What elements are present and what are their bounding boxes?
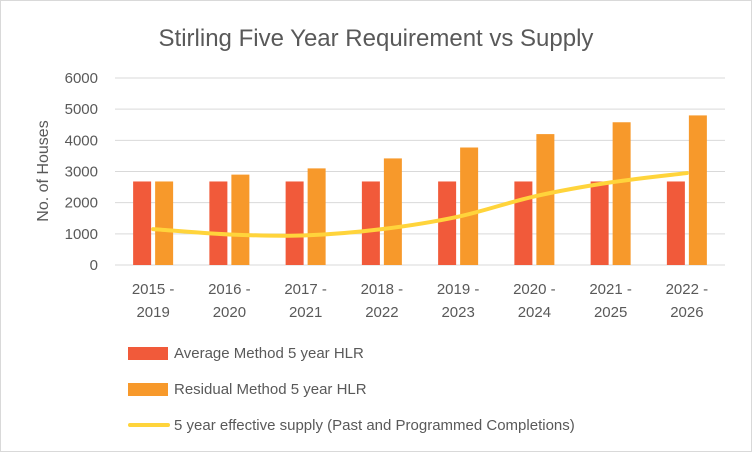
x-tick-label: 2017 - [284, 281, 327, 298]
y-tick-label: 3000 [65, 164, 98, 181]
x-tick-label: 2020 [213, 304, 246, 321]
x-tick-label: 2022 [365, 304, 398, 321]
bars [133, 115, 707, 266]
y-tick-label: 2000 [65, 195, 98, 212]
y-tick-label: 0 [90, 257, 98, 274]
bar-series-1-4 [460, 147, 479, 265]
y-tick-label: 1000 [65, 226, 98, 243]
x-tick-label: 2019 - [437, 281, 480, 298]
x-tick-label: 2021 - [589, 281, 632, 298]
y-tick-label: 4000 [65, 132, 98, 149]
bar-series-1-6 [612, 122, 631, 265]
x-tick-label: 2020 - [513, 281, 556, 298]
bar-series-0-3 [361, 181, 380, 265]
x-tick-label: 2018 - [361, 281, 404, 298]
bar-series-1-1 [231, 174, 250, 265]
legend-swatch-1 [128, 383, 168, 396]
y-tick-label: 5000 [65, 101, 98, 118]
legend-label-1: Residual Method 5 year HLR [174, 381, 367, 398]
bar-series-1-7 [688, 115, 707, 266]
x-tick-label: 2015 - [132, 281, 175, 298]
bar-series-1-3 [383, 158, 402, 265]
bar-series-1-5 [536, 134, 555, 265]
bar-series-0-1 [209, 181, 228, 265]
bar-series-0-4 [438, 181, 457, 265]
x-tick-label: 2019 [136, 304, 169, 321]
x-tick-label: 2016 - [208, 281, 251, 298]
bar-series-0-0 [133, 181, 152, 265]
legend: Average Method 5 year HLR Residual Method… [128, 345, 575, 434]
x-tick-label: 2021 [289, 304, 322, 321]
x-tick-label: 2025 [594, 304, 627, 321]
gridlines [115, 77, 725, 266]
x-tick-label: 2026 [670, 304, 703, 321]
bar-series-1-0 [155, 181, 174, 265]
bar-series-1-2 [307, 168, 326, 265]
bar-series-0-5 [514, 181, 533, 265]
supply-line-group [151, 171, 689, 238]
legend-swatch-0 [128, 347, 168, 360]
y-axis-ticks: 0 1000 2000 3000 4000 5000 6000 [65, 70, 98, 274]
bar-series-0-2 [285, 181, 304, 265]
legend-label-0: Average Method 5 year HLR [174, 345, 364, 362]
bar-series-0-7 [666, 181, 685, 265]
chart-title: Stirling Five Year Requirement vs Supply [159, 25, 594, 52]
y-axis-title: No. of Houses [35, 120, 52, 221]
x-axis-ticks: 2015 - 2019 2016 - 2020 2017 - 2021 2018 - 2022… [132, 281, 708, 321]
x-tick-label: 2024 [518, 304, 551, 321]
x-tick-label: 2023 [441, 304, 474, 321]
x-tick-label: 2022 - [666, 281, 709, 298]
supply-line [151, 171, 689, 238]
bar-series-0-6 [590, 181, 609, 265]
legend-label-2: 5 year effective supply (Past and Progra… [174, 417, 575, 434]
y-tick-label: 6000 [65, 70, 98, 87]
